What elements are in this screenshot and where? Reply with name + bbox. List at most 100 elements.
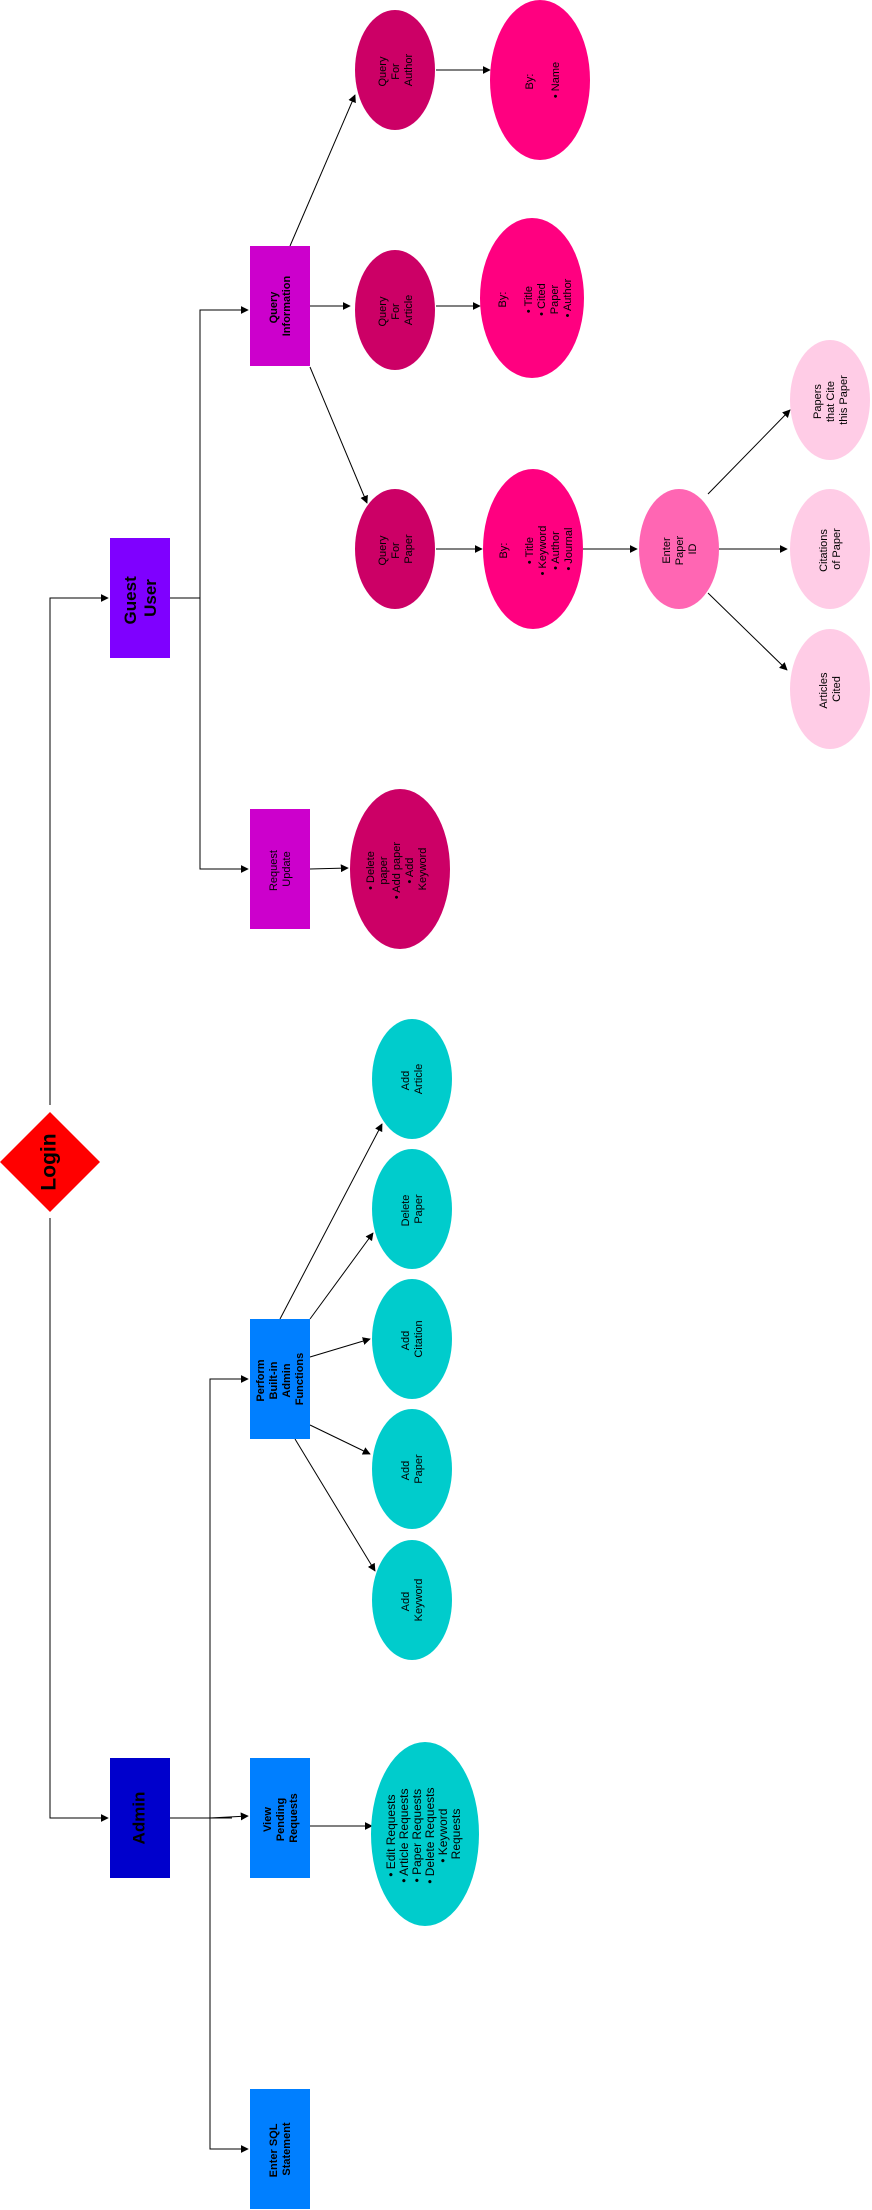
query-information-node: Query Information <box>250 246 310 366</box>
pending-list: • Edit Requests • Article Requests • Pap… <box>384 1784 463 1884</box>
label-line: Pending <box>275 1798 287 1841</box>
list-line: Requests <box>449 1809 463 1860</box>
label-line: Query <box>377 296 389 326</box>
label-line: ID <box>687 543 699 554</box>
label-line: of Paper <box>831 528 843 570</box>
list-line: • Journal <box>563 528 575 571</box>
delete-paper-node: Delete Paper <box>372 1149 452 1269</box>
list-line: • Keyword <box>537 526 549 576</box>
guest-user-line: User <box>141 579 160 617</box>
author-by-node: By: • Name <box>490 0 590 160</box>
papers-that-cite-node: Papers that Cite this Paper <box>790 340 870 460</box>
label-line: Articles <box>818 672 830 709</box>
label-line: For <box>390 63 402 80</box>
enter-sql-node: Enter SQL Statement <box>250 2089 310 2209</box>
list-line: • Article Requests <box>397 1789 411 1883</box>
articles-cited-node: Articles Cited <box>790 629 870 749</box>
list-line: • Edit Requests <box>384 1795 398 1877</box>
label-line: View <box>262 1807 274 1832</box>
pending-list-node: • Edit Requests • Article Requests • Pap… <box>371 1742 479 1926</box>
query-paper-label: Query For Paper <box>377 532 415 565</box>
label-line: Add <box>400 1071 412 1091</box>
edge-request-update-list <box>309 864 349 873</box>
label-line: Add <box>400 1331 412 1351</box>
label-line: Keyword <box>413 1579 425 1622</box>
list-line: • Add paper <box>391 842 403 899</box>
query-information-label: Query Information <box>268 275 293 336</box>
admin-node: Admin <box>110 1758 170 1878</box>
edges <box>49 66 791 2153</box>
edge-login-admin <box>49 1218 109 1822</box>
admin-label: Admin <box>129 1792 148 1845</box>
perform-builtin-label: Perform Built-in Admin Functions <box>255 1353 306 1406</box>
label-line: this Paper <box>838 375 850 425</box>
label-line: Article <box>403 295 415 326</box>
request-update-list: • Delete paper • Add paper • Add Keyword <box>365 839 429 899</box>
label-line: Functions <box>294 1353 306 1406</box>
author-by-list: By: • Name <box>524 62 562 98</box>
citations-of-paper-node: Citations of Paper <box>790 489 870 609</box>
label-line: Enter SQL <box>268 2123 280 2177</box>
article-by-list: By: • Title • Cited Paper • Author <box>497 278 574 317</box>
add-keyword-node: Add Keyword <box>372 1540 452 1660</box>
list-line: • Add <box>404 858 416 884</box>
papers-that-cite-label: Papers that Cite this Paper <box>812 375 850 425</box>
label-line: Update <box>281 851 293 886</box>
list-line: By: <box>524 74 536 90</box>
enter-paper-id-node: Enter Paper ID <box>639 489 719 609</box>
list-line: • Author <box>550 531 562 570</box>
enter-paper-id-label: Enter Paper ID <box>661 533 699 565</box>
label-line: Citations <box>818 529 830 572</box>
guest-user-node: Guest User <box>110 538 170 658</box>
label-line: Paper <box>403 534 415 564</box>
label-line: Paper <box>674 536 686 566</box>
list-line: • Cited <box>536 283 548 316</box>
label-line: Requests <box>288 1793 300 1843</box>
label-line: Enter <box>661 537 673 564</box>
add-paper-label: Add Paper <box>400 1454 425 1484</box>
label-line: Query <box>377 56 389 86</box>
list-line: • Title <box>523 286 535 313</box>
view-pending-label: View Pending Requests <box>262 1793 300 1843</box>
label-line: Article <box>413 1064 425 1095</box>
label-line: Papers <box>812 384 824 419</box>
login-node: Login <box>0 1112 100 1212</box>
query-paper-node: Query For Paper <box>355 489 435 609</box>
edge-perform-delete-paper <box>309 1232 374 1320</box>
add-article-label: Add Article <box>400 1064 425 1095</box>
label-line: Request <box>268 850 280 891</box>
label-line: Delete <box>400 1195 412 1227</box>
label-line: For <box>390 303 402 320</box>
list-line: • Author <box>562 278 574 317</box>
request-update-node: Request Update <box>250 809 310 929</box>
label-line: For <box>390 542 402 559</box>
label-line: Author <box>403 53 415 86</box>
edge-perform-add-citation <box>309 1337 371 1358</box>
add-paper-node: Add Paper <box>372 1409 452 1529</box>
label-line: Citation <box>413 1320 425 1357</box>
label-line: Add <box>400 1592 412 1612</box>
add-article-node: Add Article <box>372 1019 452 1139</box>
edge-admin-sql <box>209 1818 249 2153</box>
edge-admin-view <box>209 1812 249 1821</box>
edge-enterid-papers-cite <box>707 409 791 495</box>
edge-query-author <box>289 94 356 247</box>
list-line: • Delete Requests <box>423 1788 437 1884</box>
request-update-list-node: • Delete paper • Add paper • Add Keyword <box>350 789 450 949</box>
list-line: paper <box>378 856 390 884</box>
list-line: By: <box>497 292 509 308</box>
list-line: Keyword <box>417 848 429 891</box>
label-line: Perform <box>255 1359 267 1401</box>
label-line: Admin <box>281 1363 293 1398</box>
articles-cited-label: Articles Cited <box>818 669 843 708</box>
enter-sql-label: Enter SQL Statement <box>268 2121 293 2178</box>
label-line: Paper <box>413 1454 425 1484</box>
edge-perform-add-paper <box>309 1424 371 1455</box>
delete-paper-label: Delete Paper <box>400 1192 425 1227</box>
request-update-label: Request Update <box>268 847 293 891</box>
edge-query-paper <box>309 366 368 504</box>
view-pending-node: View Pending Requests <box>250 1758 310 1878</box>
label-line: Query <box>377 535 389 565</box>
citations-of-paper-label: Citations of Paper <box>818 526 843 572</box>
edge-perform-add-keyword <box>294 1438 376 1572</box>
